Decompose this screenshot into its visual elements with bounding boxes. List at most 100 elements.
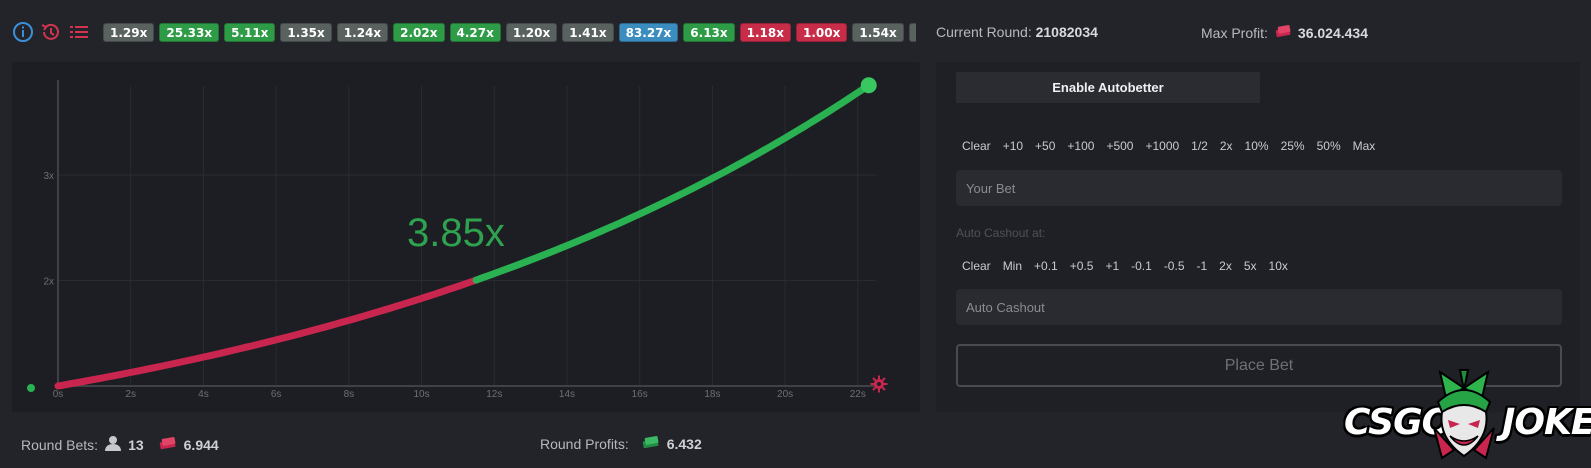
history-chip[interactable]: 83.27x [618, 23, 679, 42]
round-profits: Round Profits: 6.432 [540, 435, 702, 452]
cashout-quick-button[interactable]: 10x [1268, 259, 1288, 273]
top-bar: 1.29x 25.33x 5.11x 1.35x 1.24x 2.02x 4.27x 1.20… [0, 0, 1591, 64]
cashout-quick-button[interactable]: -0.1 [1131, 259, 1152, 273]
round-profits-value: 6.432 [666, 435, 702, 452]
x-tick-label: 10s [413, 389, 429, 400]
site-logo: CSGO JOKER [1340, 368, 1591, 466]
cashout-quick-button[interactable]: Clear [962, 259, 991, 273]
bet-amount-quick-button[interactable]: +100 [1067, 139, 1095, 153]
y-tick-label: 2x [43, 276, 54, 287]
cashout-quick-button[interactable]: +0.1 [1034, 259, 1058, 273]
round-bets-label: Round Bets: [21, 436, 99, 453]
x-tick-label: 20s [777, 389, 793, 400]
y-tick-label: 3x [43, 171, 54, 182]
history-chip[interactable]: 1.24x [336, 23, 389, 42]
bet-amount-quick-button[interactable]: Clear [962, 139, 991, 153]
chart-canvas: 0s 2s 4s 6s 8s 10s 12s 14s 16s 18s 20s 22s 2x 3x 3.8… [27, 77, 880, 400]
user-icon [104, 435, 122, 454]
x-tick-label: 8s [344, 389, 355, 400]
bet-amount-buttons: Clear +10 +50 +100 +500 +1000 1/2 2x 10% 25% 50% Ma… [956, 139, 1381, 153]
curve-crash-segment [54, 276, 480, 390]
history-chip[interactable]: 1.20x [505, 23, 558, 42]
enable-autobetter-button[interactable]: Enable Autobetter [956, 72, 1260, 103]
history-chip[interactable]: 1.41x [562, 23, 614, 42]
bet-amount-quick-button[interactable]: 10% [1244, 139, 1269, 153]
cashout-quick-button[interactable]: +1 [1105, 259, 1120, 273]
auto-cashout-buttons: Clear Min +0.1 +0.5 +1 -0.1 -0.5 -1 2x 5x 10x [956, 259, 1294, 273]
cash-stack-icon [158, 436, 178, 453]
joker-mascot-icon [1433, 369, 1495, 460]
logo-text-left: CSGO [1344, 402, 1452, 443]
round-bets-value: 6.944 [183, 436, 219, 453]
info-icon[interactable] [12, 21, 34, 43]
bet-amount-placeholder: Your Bet [966, 180, 1016, 196]
max-profit-value: 36.024.434 [1297, 24, 1368, 41]
cashout-quick-button[interactable]: Min [1002, 259, 1023, 273]
footer-stats: Round Bets: 13 6.944 Round Profits: 6.43… [0, 412, 1591, 468]
history-chip[interactable]: 5.11x [224, 23, 276, 42]
round-bets: Round Bets: 13 6.944 [21, 435, 219, 454]
x-tick-label: 12s [486, 389, 502, 400]
bet-panel: Enable Autobetter Clear +10 +50 +100 +500 +10… [936, 62, 1580, 412]
history-chip[interactable]: 25.33x [159, 23, 220, 42]
x-tick-label: 16s [632, 389, 648, 400]
history-chip[interactable]: 1.00x [796, 23, 848, 42]
history-icon[interactable] [40, 21, 62, 43]
origin-dot [27, 384, 35, 392]
x-tick-label: 22s [850, 389, 866, 400]
bet-amount-quick-button[interactable]: +500 [1106, 139, 1134, 153]
auto-cashout-placeholder: Auto Cashout [966, 299, 1045, 315]
crash-history: 1.29x 25.33x 5.11x 1.35x 1.24x 2.02x 4.27x 1.20… [103, 23, 916, 43]
curve-head-dot [860, 77, 877, 94]
x-tick-label: 14s [559, 389, 575, 400]
x-axis-ticks: 0s 2s 4s 6s 8s 10s 12s 14s 16s 18s 20s 22s [53, 389, 866, 400]
current-multiplier: 3.85x [407, 211, 505, 255]
chart-axes [57, 80, 880, 387]
x-tick-label: 6s [271, 389, 282, 400]
cash-stack-icon [1274, 24, 1292, 41]
bet-amount-quick-button[interactable]: +1000 [1145, 139, 1180, 153]
cashout-quick-button[interactable]: -0.5 [1163, 259, 1185, 273]
bet-amount-quick-button[interactable]: 2x [1219, 139, 1233, 153]
x-tick-label: 2s [125, 389, 136, 400]
cashout-quick-button[interactable]: 5x [1243, 259, 1257, 273]
place-bet-button[interactable]: Place Bet [956, 344, 1562, 387]
current-round: Current Round: 21082034 [936, 24, 1098, 40]
bet-amount-quick-button[interactable]: Max [1352, 139, 1376, 153]
current-round-label: Current Round: [936, 24, 1032, 40]
auto-cashout-label: Auto Cashout at: [956, 226, 1046, 240]
history-chip[interactable]: 1.29x [103, 23, 155, 42]
bet-amount-quick-button[interactable]: 25% [1280, 139, 1305, 153]
max-profit-label: Max Profit: [1201, 24, 1268, 41]
list-icon[interactable] [68, 21, 90, 43]
logo-text-right: JOKER [1502, 402, 1591, 443]
cashout-quick-button[interactable]: -1 [1196, 259, 1208, 273]
cashout-quick-button[interactable]: +0.5 [1069, 259, 1094, 273]
history-chip[interactable]: 1.28x [908, 23, 916, 42]
bet-amount-quick-button[interactable]: +50 [1035, 139, 1056, 153]
history-chip[interactable]: 6.13x [683, 23, 735, 42]
bet-amount-quick-button[interactable]: +10 [1002, 139, 1024, 153]
round-profits-label: Round Profits: [540, 435, 629, 452]
history-chip[interactable]: 1.35x [280, 23, 332, 42]
bet-amount-quick-button[interactable]: 50% [1316, 139, 1341, 153]
crash-chart: 0s 2s 4s 6s 8s 10s 12s 14s 16s 18s 20s 22s 2x 3x 3.8… [12, 62, 920, 412]
max-profit: Max Profit: 36.024.434 [1201, 24, 1368, 41]
cashout-quick-button[interactable]: 2x [1219, 259, 1232, 273]
player-count: 13 [128, 436, 144, 453]
history-chip[interactable]: 4.27x [449, 23, 501, 42]
bet-amount-quick-button[interactable]: 1/2 [1191, 139, 1208, 153]
x-tick-label: 4s [198, 389, 209, 400]
x-tick-label: 0s [53, 389, 64, 400]
y-axis-ticks: 2x 3x [43, 171, 54, 288]
cash-stack-icon [641, 435, 661, 452]
gear-icon[interactable] [870, 375, 888, 393]
history-chip[interactable]: 2.02x [393, 23, 445, 42]
current-round-value: 21082034 [1035, 24, 1098, 40]
history-chip[interactable]: 1.18x [739, 23, 791, 42]
auto-cashout-input[interactable]: Auto Cashout [956, 289, 1562, 325]
bet-amount-input[interactable]: Your Bet [956, 170, 1562, 206]
x-tick-label: 18s [704, 389, 720, 400]
history-chip[interactable]: 1.54x [852, 23, 904, 42]
curve-profit-segment [472, 81, 873, 284]
